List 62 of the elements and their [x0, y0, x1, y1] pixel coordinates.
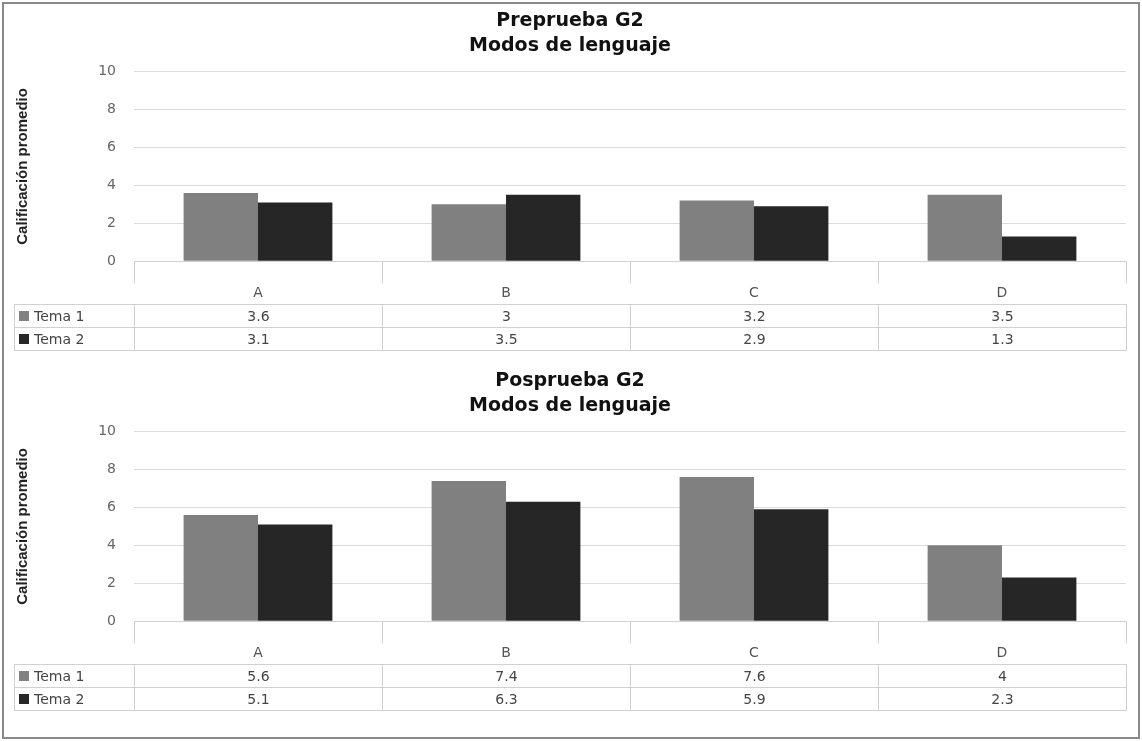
bar — [183, 515, 258, 621]
x-tick-label: D — [996, 644, 1008, 661]
y-tick-label: 0 — [107, 251, 116, 268]
data-label: 2.9 — [630, 327, 879, 351]
bar — [506, 501, 581, 621]
data-label: 5.9 — [630, 687, 879, 711]
bar — [1002, 577, 1077, 621]
data-label: 3 — [382, 304, 631, 328]
data-label: 2.3 — [878, 687, 1127, 711]
x-tick-label: C — [749, 284, 760, 301]
y-tick-label: 4 — [107, 176, 117, 192]
chart-subtitle: Modos de lenguaje — [469, 33, 671, 56]
data-label: 4 — [878, 664, 1127, 688]
bar — [183, 192, 258, 261]
bar — [431, 480, 506, 621]
y-tick-label: 0 — [107, 611, 116, 628]
data-label: 3.2 — [630, 304, 879, 328]
y-tick-label: 10 — [98, 422, 116, 439]
x-tick-label: A — [253, 284, 264, 301]
y-tick-label: 2 — [107, 213, 116, 230]
bar — [1002, 236, 1077, 261]
bar — [927, 545, 1002, 621]
x-tick-label: A — [253, 644, 264, 661]
y-tick-label: 6 — [107, 498, 117, 515]
y-tick-label: 8 — [107, 100, 116, 117]
data-label: 3.5 — [382, 327, 631, 351]
legend-label: Tema 2 — [14, 687, 135, 711]
legend-label: Tema 1 — [14, 664, 135, 688]
legend-label: Tema 2 — [14, 327, 135, 351]
data-label: 6.3 — [382, 687, 631, 711]
data-label: 5.6 — [134, 664, 383, 688]
bar — [431, 204, 506, 261]
bar — [754, 206, 829, 261]
chart-subtitle: Modos de lenguaje — [469, 393, 671, 416]
bar — [927, 194, 1002, 261]
bar — [679, 477, 754, 621]
y-tick-label: 2 — [107, 573, 116, 590]
data-label: 7.4 — [382, 664, 631, 688]
bar — [258, 524, 333, 621]
x-tick-label: B — [501, 644, 511, 661]
y-tick-label: 8 — [107, 460, 116, 477]
data-label: 7.6 — [630, 664, 879, 688]
x-tick-label: C — [749, 644, 760, 661]
chart-title: Preprueba G2 — [496, 8, 644, 31]
data-label: 3.5 — [878, 304, 1127, 328]
legend-label: Tema 1 — [14, 304, 135, 328]
data-label: 3.6 — [134, 304, 383, 328]
y-tick-label: 10 — [98, 62, 116, 79]
y-tick-label: 6 — [107, 138, 117, 155]
y-axis-title: Calificación promedio — [13, 88, 31, 245]
data-label: 3.1 — [134, 327, 383, 351]
bar — [754, 509, 829, 621]
y-axis-title: Calificación promedio — [13, 448, 31, 605]
data-label: 1.3 — [878, 327, 1127, 351]
y-tick-label: 4 — [107, 536, 117, 552]
x-tick-label: B — [501, 284, 511, 301]
x-tick-label: D — [996, 284, 1008, 301]
chart-title: Posprueba G2 — [495, 368, 645, 391]
data-label: 5.1 — [134, 687, 383, 711]
bar — [679, 200, 754, 261]
bar — [258, 202, 333, 261]
bar — [506, 194, 581, 261]
